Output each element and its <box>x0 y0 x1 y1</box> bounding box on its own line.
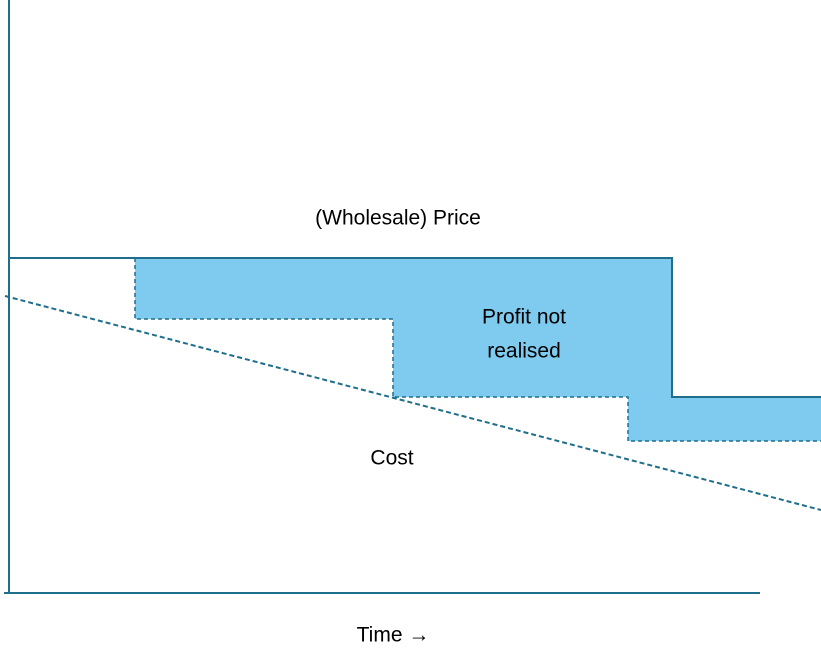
profit-area <box>135 258 821 441</box>
profit-label: Profit not <box>482 306 566 329</box>
realised-price-line <box>134 258 821 442</box>
time-axis-label: Time → <box>357 624 430 647</box>
profit-label: realised <box>487 340 561 363</box>
cost-label: Cost <box>370 447 413 470</box>
price-label: (Wholesale) Price <box>315 207 481 230</box>
price-line <box>9 257 821 398</box>
cost-line <box>4 295 821 511</box>
